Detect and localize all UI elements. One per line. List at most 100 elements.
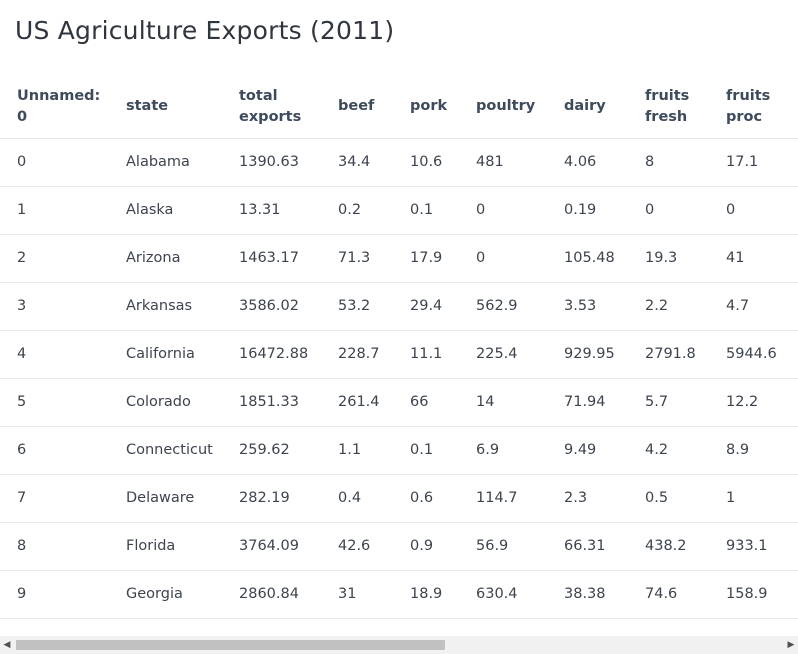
table-cell: 114.7	[459, 474, 547, 523]
table-row: 6 Connecticut 259.62 1.1 0.1 6.9 9.49 4.2 8.9	[0, 426, 798, 475]
table-cell: 0	[709, 186, 798, 235]
table-cell: 3.53	[547, 282, 628, 331]
table-cell: 1851.33	[222, 378, 321, 427]
column-header[interactable]: Unnamed: 0	[0, 76, 109, 139]
column-header-label: 0	[17, 108, 28, 125]
column-header-label: proc	[726, 108, 763, 125]
table-cell: 2791.8	[628, 330, 709, 379]
table-cell: 1	[0, 186, 109, 235]
table-cell: 11.1	[393, 330, 459, 379]
table-row: 5 Colorado 1851.33 261.4 66 14 71.94 5.7 12.2	[0, 378, 798, 427]
table-cell: Georgia	[109, 570, 222, 619]
column-header[interactable]: total exports	[222, 76, 321, 139]
table-cell: 1	[709, 474, 798, 523]
table-cell: 31	[321, 570, 393, 619]
table-cell: 38.38	[547, 570, 628, 619]
table-cell: 19.3	[628, 234, 709, 283]
table-row: 2 Arizona 1463.17 71.3 17.9 0 105.48 19.3 41	[0, 234, 798, 283]
table-cell: 481	[459, 138, 547, 187]
table-cell: 4	[0, 330, 109, 379]
horizontal-scrollbar[interactable]: ◀ ▶	[0, 636, 798, 654]
table-cell: Arkansas	[109, 282, 222, 331]
table-header-row: Unnamed: 0 state total exports beef pork poultr…	[0, 76, 798, 139]
table-cell: 0.19	[547, 186, 628, 235]
table-cell: 56.9	[459, 522, 547, 571]
table-cell: 42.6	[321, 522, 393, 571]
table-cell: 2.2	[628, 282, 709, 331]
table-cell: 7	[0, 474, 109, 523]
column-header-label: fresh	[645, 108, 688, 125]
table-cell: 562.9	[459, 282, 547, 331]
table-cell: Arizona	[109, 234, 222, 283]
table-cell: 2	[0, 234, 109, 283]
table-cell: 16472.88	[222, 330, 321, 379]
table-cell: 158.9	[709, 570, 798, 619]
table-cell: 74.6	[628, 570, 709, 619]
column-header-label: fruits	[726, 87, 771, 104]
column-header[interactable]: fruits proc	[709, 76, 798, 139]
table-cell: 3	[0, 282, 109, 331]
table-cell: 261.4	[321, 378, 393, 427]
scroll-left-arrow-icon[interactable]: ◀	[3, 640, 11, 650]
data-table: Unnamed: 0 state total exports beef pork poultr…	[0, 76, 798, 619]
column-header[interactable]: fruits fresh	[628, 76, 709, 139]
table-cell: 282.19	[222, 474, 321, 523]
column-header[interactable]: pork	[393, 76, 459, 139]
table-cell: 9.49	[547, 426, 628, 475]
table-cell: 438.2	[628, 522, 709, 571]
table-cell: 8	[0, 522, 109, 571]
table-cell: 4.06	[547, 138, 628, 187]
table-cell: 3586.02	[222, 282, 321, 331]
table-cell: 933.1	[709, 522, 798, 571]
table-cell: 630.4	[459, 570, 547, 619]
table-row: 4 California 16472.88 228.7 11.1 225.4 929.95 2…	[0, 330, 798, 379]
table-cell: Colorado	[109, 378, 222, 427]
column-header[interactable]: dairy	[547, 76, 628, 139]
column-header[interactable]: poultry	[459, 76, 547, 139]
table-cell: 1390.63	[222, 138, 321, 187]
table-cell: 9	[0, 570, 109, 619]
table-cell: 105.48	[547, 234, 628, 283]
column-header[interactable]: beef	[321, 76, 393, 139]
column-header-label: state	[126, 98, 169, 115]
table-cell: 5	[0, 378, 109, 427]
table-cell: 2.3	[547, 474, 628, 523]
table-cell: 13.31	[222, 186, 321, 235]
table-cell: 0	[459, 234, 547, 283]
table-cell: Florida	[109, 522, 222, 571]
table-cell: 8	[628, 138, 709, 187]
table-cell: 0.1	[393, 186, 459, 235]
data-table-container[interactable]: Unnamed: 0 state total exports beef pork poultr…	[0, 76, 798, 636]
table-cell: 12.2	[709, 378, 798, 427]
scroll-right-arrow-icon[interactable]: ▶	[787, 640, 795, 650]
table-row: 8 Florida 3764.09 42.6 0.9 56.9 66.31 438.2 933.…	[0, 522, 798, 571]
table-cell: 41	[709, 234, 798, 283]
table-cell: 17.1	[709, 138, 798, 187]
table-cell: 0	[628, 186, 709, 235]
table-cell: 8.9	[709, 426, 798, 475]
table-body: 0 Alabama 1390.63 34.4 10.6 481 4.06 8 17.1 1 Alas…	[0, 138, 798, 619]
table-row: 0 Alabama 1390.63 34.4 10.6 481 4.06 8 17.1	[0, 138, 798, 187]
scrollbar-thumb[interactable]	[16, 640, 445, 650]
table-cell: 0	[459, 186, 547, 235]
table-cell: Delaware	[109, 474, 222, 523]
table-cell: 1463.17	[222, 234, 321, 283]
table-cell: 1.1	[321, 426, 393, 475]
column-header-label: beef	[338, 98, 375, 115]
table-cell: 5944.6	[709, 330, 798, 379]
table-cell: 5.7	[628, 378, 709, 427]
column-header-label: dairy	[564, 98, 606, 115]
table-cell: 0.5	[628, 474, 709, 523]
column-header-label: pork	[410, 98, 448, 115]
column-header[interactable]: state	[109, 76, 222, 139]
table-cell: 0.1	[393, 426, 459, 475]
table-cell: 17.9	[393, 234, 459, 283]
table-cell: 66.31	[547, 522, 628, 571]
table-cell: 14	[459, 378, 547, 427]
table-row: 7 Delaware 282.19 0.4 0.6 114.7 2.3 0.5 1	[0, 474, 798, 523]
table-cell: 259.62	[222, 426, 321, 475]
column-header-label: poultry	[476, 98, 536, 115]
column-header-label: total	[239, 87, 278, 104]
table-cell: 53.2	[321, 282, 393, 331]
column-header-label: Unnamed:	[17, 87, 101, 104]
